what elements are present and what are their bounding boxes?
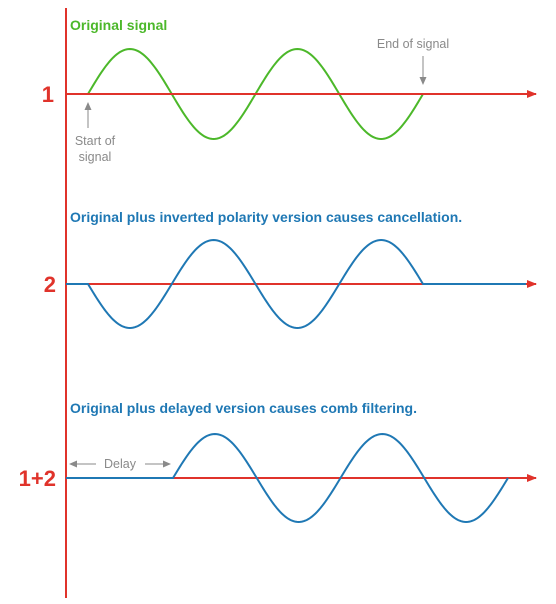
panel-2-number: 2: [44, 272, 56, 297]
delay-label: Delay: [104, 457, 137, 471]
panel-2-heading: Original plus inverted polarity version …: [70, 209, 462, 225]
inverted-signal-wave: [66, 238, 526, 330]
end-label: End of signal: [377, 37, 449, 51]
panel-3-heading: Original plus delayed version causes com…: [70, 400, 417, 416]
delayed-signal-wave: [66, 432, 509, 524]
start-label-line-1: Start of: [75, 134, 116, 148]
panel-1-number: 1: [42, 82, 54, 107]
start-label-line-2: signal: [79, 150, 112, 164]
panel-1-heading: Original signal: [70, 17, 167, 33]
panel-3-number: 1+2: [19, 466, 56, 491]
